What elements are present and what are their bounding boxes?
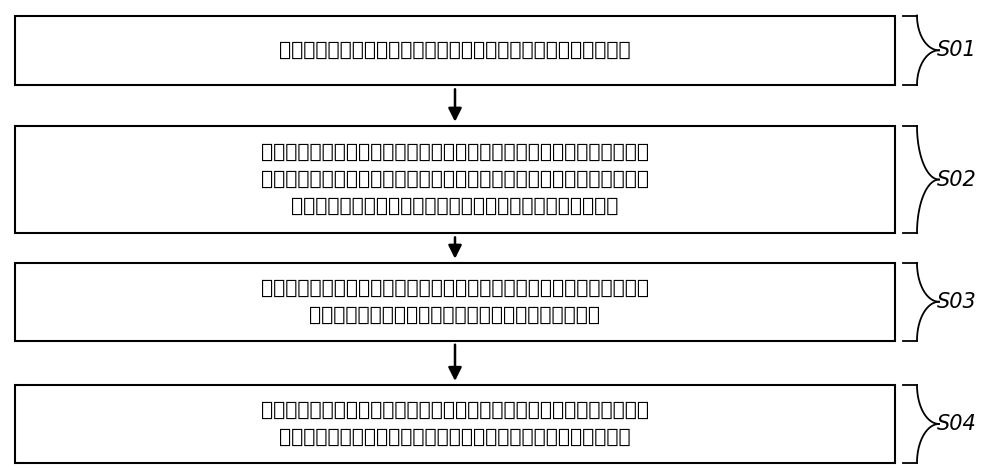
Text: S02: S02: [937, 170, 977, 189]
Text: 本地停车系统通过入口处的车牌识别系统识别车辆信息记录开始时间，云
系统根据管理端设定的停车规则和车辆进出权限进行管理，根据车牌信息
查询用户数据，若查询到相应的: 本地停车系统通过入口处的车牌识别系统识别车辆信息记录开始时间，云 系统根据管理端…: [261, 143, 649, 216]
Bar: [15, 16, 895, 85]
Bar: [15, 263, 895, 340]
Bar: [15, 385, 895, 462]
Text: 会员用户出道闸后，云系统计算停车时间，根据计费规则计算停车费用，
并在专有账户中扣除相应金额，发送账单信息给相应用户的用户端: 会员用户出道闸后，云系统计算停车时间，根据计费规则计算停车费用， 并在专有账户中…: [261, 401, 649, 447]
Text: S03: S03: [937, 292, 977, 312]
Text: 本地停车系统通过出口处的车牌识别系统识别车辆信息记录离开时间，根
据车辆进入时确认的会员用户数据认定，开启道闸系统: 本地停车系统通过出口处的车牌识别系统识别车辆信息记录离开时间，根 据车辆进入时确…: [261, 279, 649, 325]
Text: S04: S04: [937, 414, 977, 434]
Text: 用户通过用户端设置用户数据注册会员用户，对专有账户进行充值: 用户通过用户端设置用户数据注册会员用户，对专有账户进行充值: [279, 41, 631, 60]
Text: S01: S01: [937, 40, 977, 60]
Bar: [15, 126, 895, 233]
